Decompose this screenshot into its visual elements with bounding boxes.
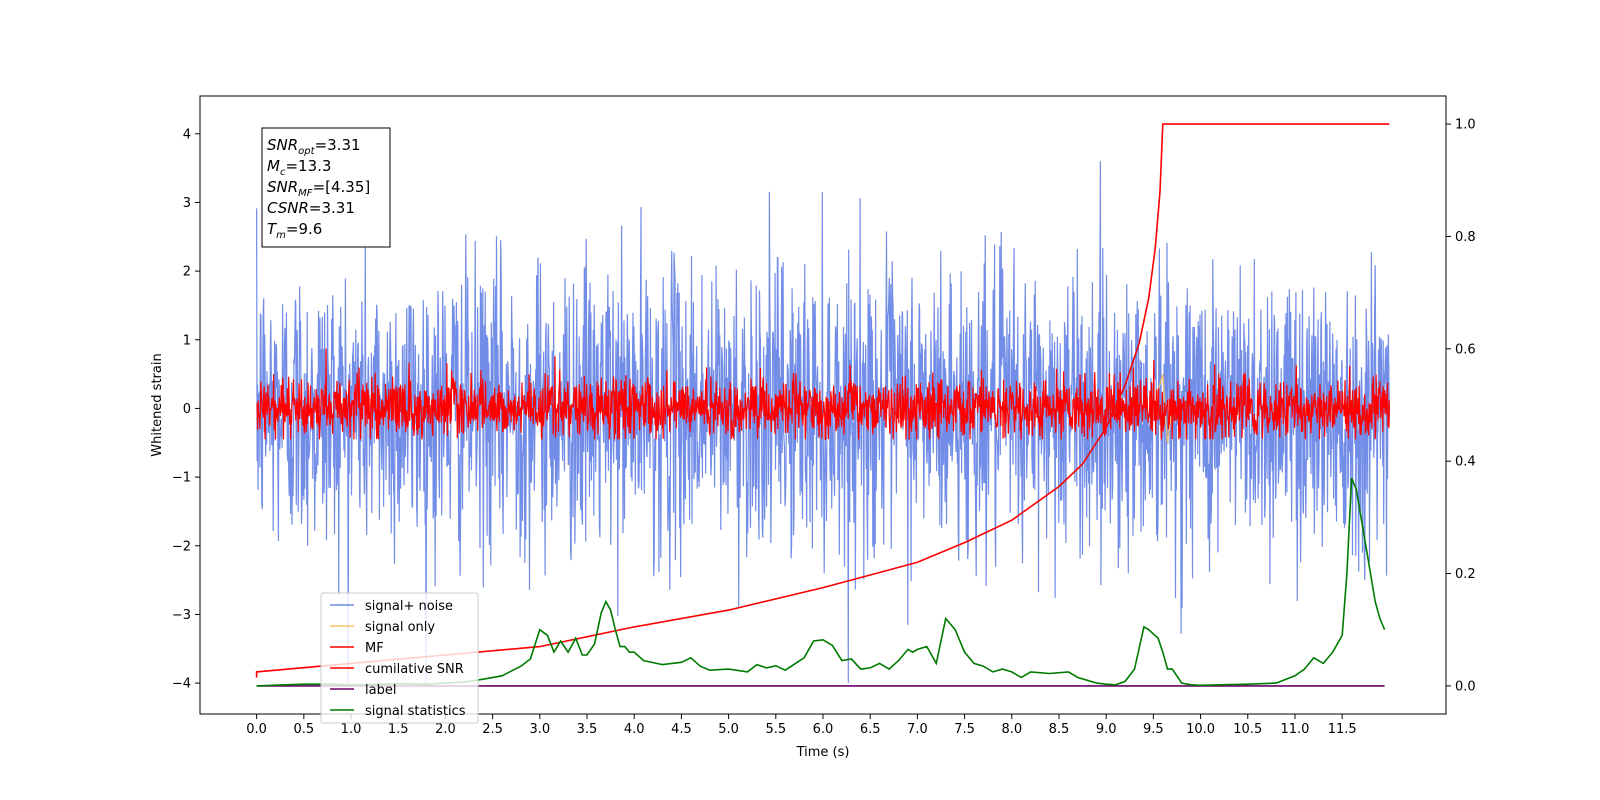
y-axis-title: Whitened strain <box>150 353 165 456</box>
x-tick-label: 5.0 <box>718 722 739 737</box>
legend-label: cumilative SNR <box>365 662 464 677</box>
legend-label: signal+ noise <box>365 599 453 614</box>
info-line: Tm=9.6 <box>267 220 322 241</box>
y-left-tick-label: −4 <box>172 677 191 692</box>
x-tick-label: 2.0 <box>435 722 456 737</box>
x-tick-label: 5.5 <box>765 722 786 737</box>
y-left-tick-label: 0 <box>183 402 191 417</box>
x-tick-label: 8.0 <box>1001 722 1022 737</box>
x-tick-label: 11.0 <box>1280 722 1309 737</box>
y-left-tick-label: 3 <box>183 196 191 211</box>
info-line: SNRopt=3.31 <box>267 136 361 157</box>
x-tick-label: 6.0 <box>813 722 834 737</box>
legend-frame <box>320 592 479 724</box>
y-left-tick-label: 4 <box>183 127 191 142</box>
legend: signal+ noise signal only MF cumilative SNR… <box>320 592 479 724</box>
series-mf <box>256 348 1390 440</box>
y-left-tick-label: −3 <box>172 608 191 623</box>
x-tick-label: 8.5 <box>1049 722 1070 737</box>
x-tick-label: 7.0 <box>907 722 928 737</box>
y-right-tick-label: 0.6 <box>1455 342 1476 357</box>
x-tick-label: 6.5 <box>860 722 881 737</box>
x-tick-label: 10.0 <box>1186 722 1215 737</box>
y-left-tick-label: 1 <box>183 333 191 348</box>
x-tick-label: 11.5 <box>1328 722 1357 737</box>
x-tick-label: 7.5 <box>954 722 975 737</box>
info-line: CSNR=3.31 <box>267 199 355 217</box>
info-line: Mc=13.3 <box>267 157 331 178</box>
x-tick-label: 3.5 <box>577 722 598 737</box>
x-tick-label: 0.0 <box>246 722 267 737</box>
x-tick-label: 9.5 <box>1143 722 1164 737</box>
y-right-tick-label: 0.2 <box>1455 567 1476 582</box>
legend-label: MF <box>365 641 384 656</box>
x-tick-label: 1.0 <box>341 722 362 737</box>
x-tick-label: 4.0 <box>624 722 645 737</box>
y-left-tick-label: 2 <box>183 265 191 280</box>
series-signal-statistics <box>256 477 1386 687</box>
legend-label: signal statistics <box>365 704 466 719</box>
x-tick-label: 3.0 <box>529 722 550 737</box>
x-axis-title: Time (s) <box>796 745 850 760</box>
legend-label: label <box>365 683 396 698</box>
x-tick-label: 10.5 <box>1233 722 1262 737</box>
y-right-tick-label: 0.0 <box>1455 679 1476 694</box>
series-signal-noise <box>256 161 1390 684</box>
y-right-tick-label: 1.0 <box>1455 118 1476 133</box>
info-box-frame <box>261 127 391 248</box>
info-line: SNRMF=[4.35] <box>267 178 370 199</box>
x-tick-label: 2.5 <box>482 722 503 737</box>
y-right-tick-label: 0.4 <box>1455 455 1476 470</box>
y-left-tick-label: −2 <box>172 539 191 554</box>
x-tick-label: 0.5 <box>293 722 314 737</box>
x-tick-label: 1.5 <box>388 722 409 737</box>
x-tick-label: 9.0 <box>1096 722 1117 737</box>
axes: 0.0 0.5 1.0 1.5 2.0 2.5 3.0 3.5 4.0 4.5 5.0 5.5 6.0 6… <box>172 118 1476 737</box>
legend-label: signal only <box>365 620 435 635</box>
y-right-tick-label: 0.8 <box>1455 230 1476 245</box>
x-tick-label: 4.5 <box>671 722 692 737</box>
y-left-tick-label: −1 <box>172 471 191 486</box>
